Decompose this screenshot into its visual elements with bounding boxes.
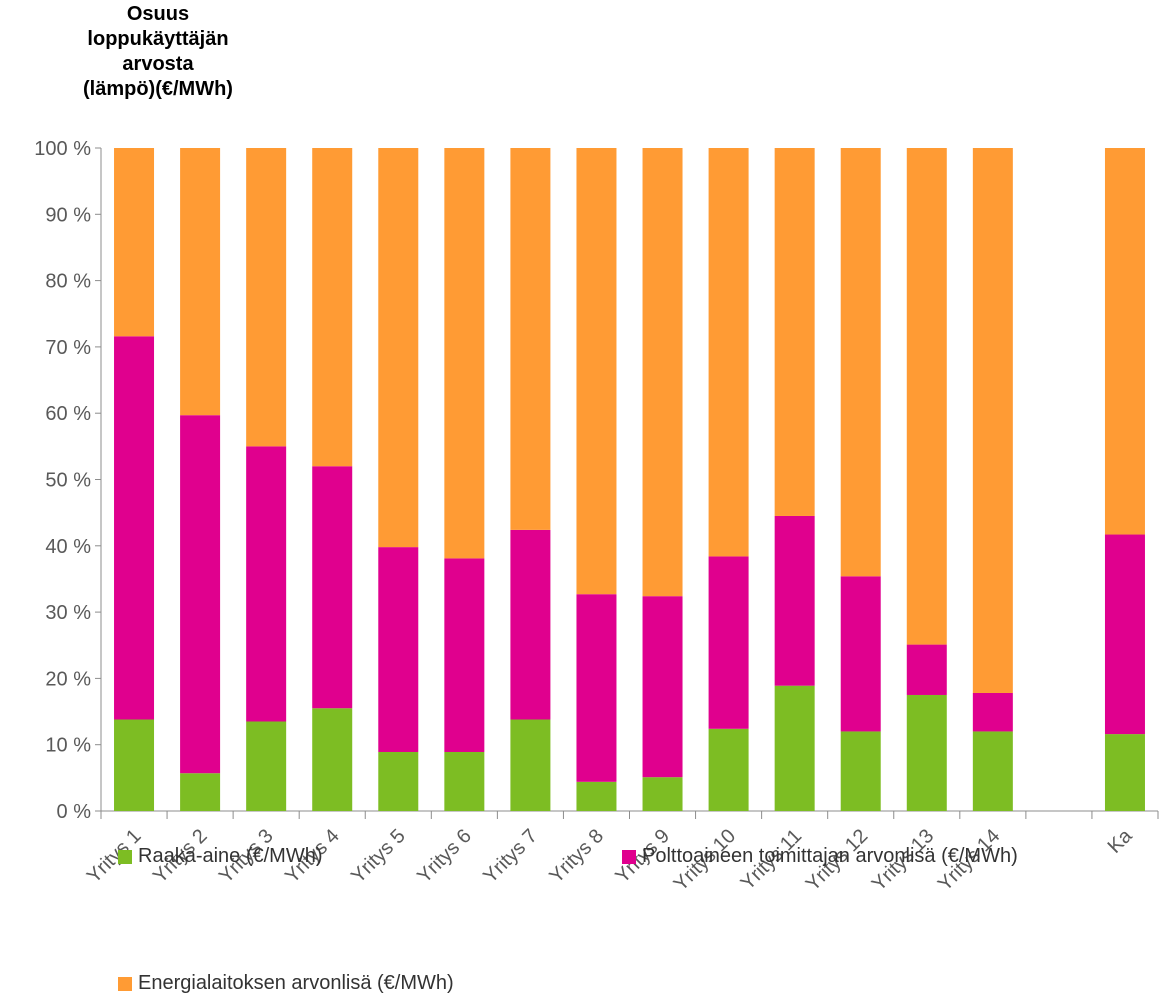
bar-segment-1 [312,708,353,811]
bar-segment-1 [972,731,1013,811]
bar-segment-3 [576,148,617,595]
bar-segment-1 [642,777,683,811]
y-tick-label: 50 % [45,470,91,492]
legend-label: Polttoaineen toimittajan arvonlisä (€/MW… [642,845,1018,867]
x-tick-label: Yritys 5 [347,825,410,888]
y-axis-title-line: loppukäyttäjän [87,28,229,50]
x-tick-label: Yritys 8 [545,825,608,888]
bar-segment-1 [246,721,287,811]
x-tick-label: Yritys 6 [413,825,476,888]
bar-segment-2 [840,576,881,732]
bar-segment-1 [1104,734,1145,811]
legend-item-polttoaineen-toimittaja: Polttoaineen toimittajan arvonlisä (€/MW… [622,845,1018,868]
bar-segment-3 [444,148,485,559]
bar-segment-3 [774,148,815,516]
y-tick-label: 10 % [45,735,91,757]
y-tick-label: 20 % [45,668,91,690]
legend-item-energialaitos: Energialaitoksen arvonlisä (€/MWh) [118,972,454,995]
y-tick-label: 70 % [45,337,91,359]
bar-segment-1 [180,773,221,811]
bar-segment-2 [180,415,221,774]
bar-segment-3 [510,148,551,530]
bar-segment-3 [708,148,749,557]
x-tick-label: Yritys 7 [479,825,542,888]
bar-segment-2 [708,556,749,729]
y-tick-label: 100 % [34,138,91,160]
legend-swatch [118,976,132,991]
y-tick-label: 90 % [45,204,91,226]
bar-segment-2 [444,558,485,752]
bar-segment-3 [246,148,287,447]
bar-segment-3 [378,148,419,548]
legend-item-raaka-aine: Raaka-aine (€/MWh) [118,845,323,868]
y-tick-label: 40 % [45,536,91,558]
y-axis-title: Osuus loppukäyttäjän arvosta (lämpö)(€/M… [58,2,258,102]
bar-segment-1 [444,751,485,811]
bar-segment-3 [180,148,221,416]
bar-segment-2 [1104,534,1145,735]
legend-label: Energialaitoksen arvonlisä (€/MWh) [138,972,454,994]
bar-segment-3 [114,148,155,337]
bar-segment-3 [972,148,1013,693]
bar-segment-1 [708,728,749,811]
y-tick-label: 0 % [57,801,92,823]
bar-segment-1 [840,731,881,811]
y-axis-title-line: Osuus [126,3,190,25]
y-axis-title-line: arvosta [122,53,194,75]
bar-segment-1 [510,719,551,811]
bar-segment-3 [642,148,683,597]
bar-segment-1 [378,751,419,811]
bar-segment-1 [774,685,815,811]
bar-segment-2 [510,529,551,720]
bar-segment-2 [906,644,947,695]
bar-segment-3 [1104,148,1145,535]
bar-segment-3 [840,148,881,577]
legend-swatch [118,849,132,864]
bar-segment-2 [246,446,287,722]
bar-segment-2 [576,594,617,782]
bar-segment-2 [378,547,419,752]
legend-label: Raaka-aine (€/MWh) [138,845,323,867]
y-axis-title-line: (lämpö)(€/MWh) [83,78,233,100]
y-tick-label: 60 % [45,403,91,425]
legend-swatch [622,849,636,864]
bar-segment-2 [972,692,1013,732]
bar-segment-2 [114,336,155,720]
bar-segment-3 [906,148,947,645]
bar-segment-2 [642,596,683,778]
bar-segment-1 [114,719,155,811]
y-tick-label: 80 % [45,271,91,293]
y-tick-label: 30 % [45,602,91,624]
bar-segment-2 [312,466,353,709]
bar-segment-1 [576,781,617,811]
x-tick-label: Ka [1104,824,1137,857]
bar-segment-1 [906,694,947,811]
bar-segment-3 [312,148,353,467]
bar-segment-2 [774,515,815,686]
